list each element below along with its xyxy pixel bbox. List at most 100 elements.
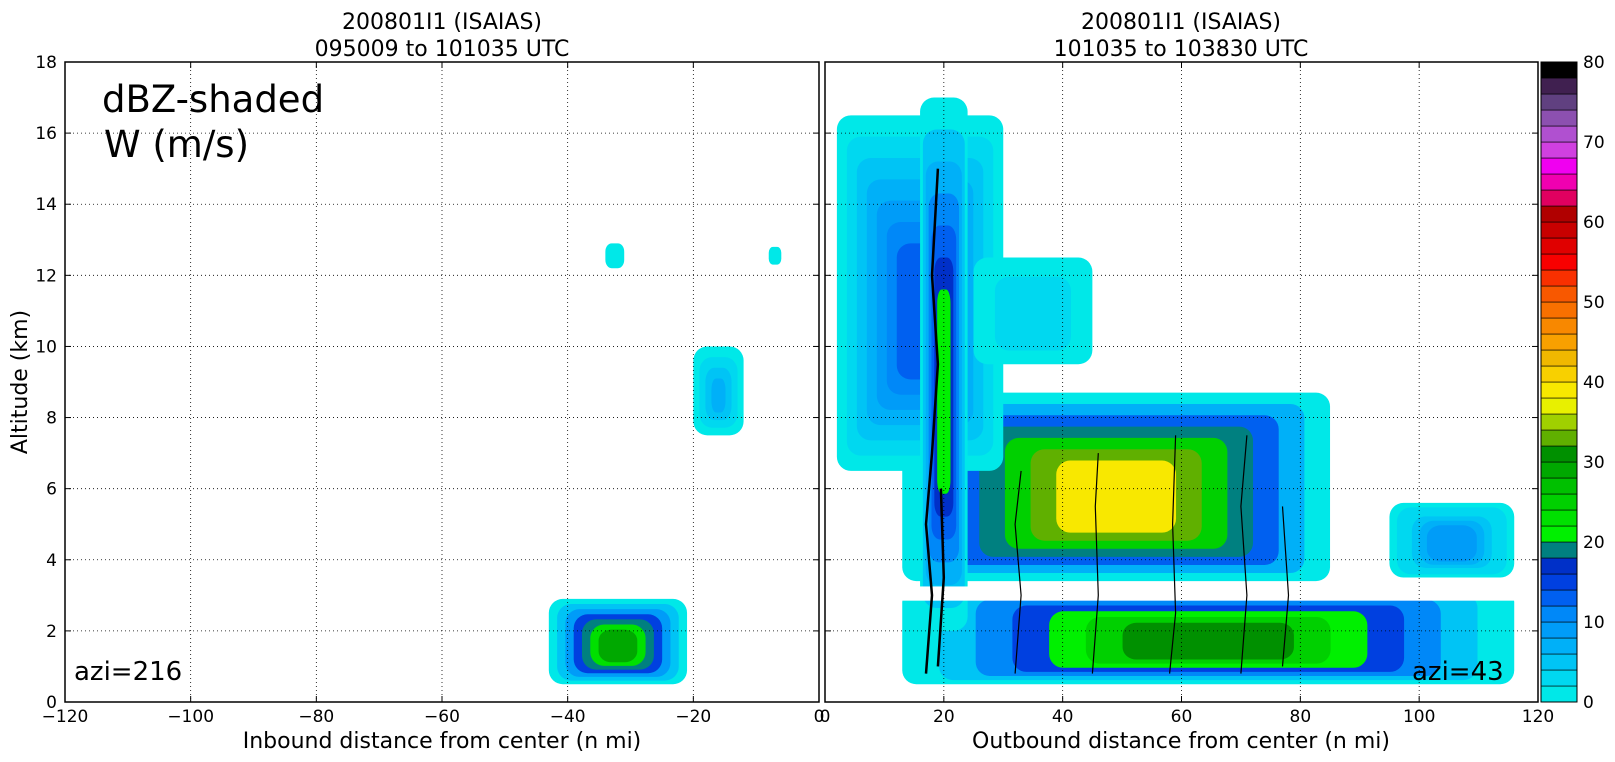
- colorbar-swatch: [1540, 621, 1578, 639]
- left-title-line2: 095009 to 101035 UTC: [315, 37, 570, 62]
- colorbar-swatch: [1540, 157, 1578, 175]
- colorbar-frame: [1540, 61, 1578, 703]
- colorbar-swatch: [1540, 317, 1578, 335]
- colorbar-swatch: [1540, 381, 1578, 399]
- y-tick-label: 4: [46, 551, 57, 571]
- x-tick-label: −80: [298, 707, 334, 727]
- x-tick-label: −100: [167, 707, 214, 727]
- x-tick-label: 20: [933, 707, 955, 727]
- colorbar-tick-label: 80: [1583, 53, 1605, 73]
- colorbar-swatch: [1540, 237, 1578, 255]
- colorbar-swatch: [1540, 221, 1578, 239]
- echo-region-4-level-6: [1016, 295, 1050, 337]
- left-azimuth-label: azi=216: [74, 657, 182, 687]
- w-contour-2: [1014, 470, 1022, 674]
- colorbar-swatch: [1540, 493, 1578, 511]
- colorbar-swatch: [1540, 429, 1578, 447]
- y-tick-label: 16: [35, 124, 57, 144]
- colorbar-swatch: [1540, 189, 1578, 207]
- missing-data-gap: [899, 586, 1521, 601]
- colorbar-tick-label: 20: [1583, 533, 1605, 553]
- right-panel: 0 20 40 60 80 100 120: [820, 61, 1554, 727]
- colorbar-tick-label: 40: [1583, 373, 1605, 393]
- left-x-axis-label: Inbound distance from center (n mi): [243, 729, 642, 754]
- x-tick-label: 80: [1290, 707, 1312, 727]
- colorbar-swatch: [1540, 669, 1578, 687]
- y-tick-label: 14: [35, 195, 57, 215]
- y-tick-label: 2: [46, 622, 57, 642]
- colorbar-swatch: [1540, 397, 1578, 415]
- colorbar-swatch: [1540, 205, 1578, 223]
- colorbar-swatch: [1540, 445, 1578, 463]
- left-gridlines: [65, 62, 819, 702]
- colorbar-tick-label: 30: [1583, 453, 1605, 473]
- colorbar-tick-label: 60: [1583, 213, 1605, 233]
- colorbar-swatch: [1540, 509, 1578, 527]
- colorbar-swatch: [1540, 349, 1578, 367]
- x-tick-label: 0: [820, 707, 831, 727]
- left-ticks: −120 −100 −80 −60 −40 −20 0 0 2 4 6 8 10 12 14 16 18: [35, 53, 824, 727]
- y-tick-label: 8: [46, 409, 57, 429]
- x-tick-label: −120: [42, 707, 89, 727]
- left-reflectivity-field: [548, 243, 782, 685]
- y-axis-label: Altitude (km): [8, 310, 33, 454]
- legend-dbz-shaded: dBZ-shaded: [102, 78, 324, 121]
- w-contour-6: [1281, 506, 1290, 667]
- echo-region-3-level-6: [937, 289, 951, 494]
- y-tick-label: 0: [46, 693, 57, 713]
- right-x-axis-label: Outbound distance from center (n mi): [972, 729, 1390, 754]
- colorbar-swatch: [1540, 365, 1578, 383]
- colorbar-tick-label: 50: [1583, 293, 1605, 313]
- echo-region-1-level-6: [1056, 460, 1177, 533]
- colorbar-swatch: [1540, 653, 1578, 671]
- x-tick-label: 60: [1171, 707, 1193, 727]
- colorbar-swatch: [1540, 77, 1578, 95]
- colorbar-swatch: [1540, 477, 1578, 495]
- right-azimuth-label: azi=43: [1412, 657, 1504, 687]
- x-tick-label: −60: [424, 707, 460, 727]
- right-title-line1: 200801I1 (ISAIAS): [1081, 10, 1281, 35]
- y-tick-label: 18: [35, 53, 57, 73]
- w-contour-4: [1169, 435, 1177, 674]
- x-tick-label: 0: [814, 707, 825, 727]
- echo-region-3-level-6: [773, 253, 777, 261]
- y-tick-label: 6: [46, 480, 57, 500]
- right-gridlines: [825, 62, 1538, 702]
- colorbar-swatch: [1540, 93, 1578, 111]
- x-tick-label: 120: [1522, 707, 1554, 727]
- colorbar-swatch: [1540, 637, 1578, 655]
- y-tick-label: 12: [35, 266, 57, 286]
- colorbar-swatch: [1540, 109, 1578, 127]
- colorbar-swatch: [1540, 557, 1578, 575]
- x-tick-label: 100: [1403, 707, 1435, 727]
- colorbar-swatch: [1540, 333, 1578, 351]
- colorbar-ticks: 0 10 20 30 40 50 60 70 80: [1583, 53, 1605, 713]
- right-ticks: 0 20 40 60 80 100 120: [820, 61, 1554, 727]
- echo-region-0-level-6: [598, 629, 638, 663]
- echo-region-2-level-6: [612, 252, 618, 262]
- colorbar: [1540, 61, 1578, 703]
- echo-region-5-level-6: [1434, 529, 1470, 559]
- colorbar-tick-label: 10: [1583, 613, 1605, 633]
- colorbar-swatch: [1540, 253, 1578, 271]
- w-contour-5: [1240, 435, 1248, 674]
- colorbar-swatch: [1540, 61, 1578, 79]
- legend-w-contours: W (m/s): [104, 123, 249, 166]
- echo-region-1-level-6: [711, 378, 726, 413]
- colorbar-swatch: [1540, 541, 1578, 559]
- colorbar-swatch: [1540, 461, 1578, 479]
- colorbar-swatch: [1540, 589, 1578, 607]
- colorbar-tick-label: 0: [1583, 693, 1594, 713]
- x-tick-label: 40: [1052, 707, 1074, 727]
- colorbar-swatch: [1540, 125, 1578, 143]
- colorbar-swatch: [1540, 685, 1578, 703]
- left-title-line1: 200801I1 (ISAIAS): [342, 10, 542, 35]
- colorbar-swatch: [1540, 269, 1578, 287]
- colorbar-swatch: [1540, 573, 1578, 591]
- right-w-contours: [924, 168, 1290, 674]
- colorbar-tick-label: 70: [1583, 133, 1605, 153]
- colorbar-swatch: [1540, 525, 1578, 543]
- colorbar-swatch: [1540, 285, 1578, 303]
- colorbar-swatch: [1540, 301, 1578, 319]
